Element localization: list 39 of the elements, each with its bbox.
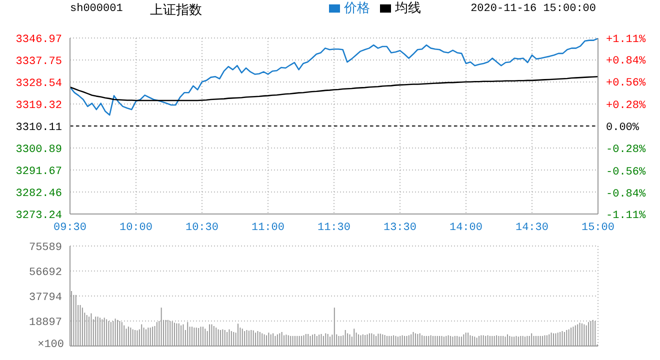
y-tick-label: 3273.24: [16, 210, 62, 222]
y-tick-label: 3328.54: [16, 78, 62, 90]
y2-tick-label: +0.84%: [606, 55, 646, 68]
text: 2020-11-16 15:00:00: [470, 3, 596, 15]
line-series: [70, 38, 598, 116]
text: sh000001: [70, 3, 123, 15]
y2-tick-label: -0.56%: [606, 166, 646, 178]
y-tick-label: 3282.46: [16, 188, 62, 200]
y2-tick-label: -0.28%: [606, 144, 646, 156]
chart-title: 上证指数: [150, 2, 202, 19]
y-tick-label: 3346.97: [16, 34, 62, 46]
x-tick-label: 11:30: [317, 222, 351, 234]
x-tick-label: 15:00: [581, 222, 615, 234]
y2-tick-label: +0.56%: [606, 78, 646, 90]
y-tick-label: 3300.89: [16, 144, 62, 156]
x-tick-label: 11:00: [251, 222, 285, 234]
y-tick-label: 37794: [28, 292, 62, 304]
y2-tick-label: +1.11%: [606, 34, 646, 46]
legend-label: 均线: [395, 1, 421, 16]
line-series: [70, 76, 598, 102]
y-axis-title: ×100: [36, 339, 64, 351]
y-tick-label: 3291.67: [16, 166, 62, 178]
x-tick-label: 14:30: [515, 222, 549, 234]
x-tick-label: 13:30: [383, 222, 417, 234]
y-tick-label: 3319.32: [16, 100, 62, 112]
legend-label: 价格: [344, 1, 370, 16]
y-tick-label: 3337.75: [16, 56, 62, 68]
x-tick-label: 14:00: [449, 222, 483, 234]
y-tick-label: 3310.11: [16, 122, 62, 134]
x-tick-label: 09:30: [53, 222, 87, 234]
y2-tick-label: -0.84%: [606, 188, 646, 201]
y2-tick-label: +0.28%: [606, 100, 646, 112]
x-tick-label: 10:00: [119, 222, 153, 234]
y-tick-label: 18897: [28, 317, 62, 329]
y2-tick-label: 0.00%: [606, 122, 640, 134]
x-tick-label: 10:30: [185, 222, 219, 234]
y-tick-label: 75589: [28, 242, 62, 254]
y2-tick-label: -1.11%: [606, 210, 646, 222]
y-tick-label: 56692: [28, 267, 62, 279]
